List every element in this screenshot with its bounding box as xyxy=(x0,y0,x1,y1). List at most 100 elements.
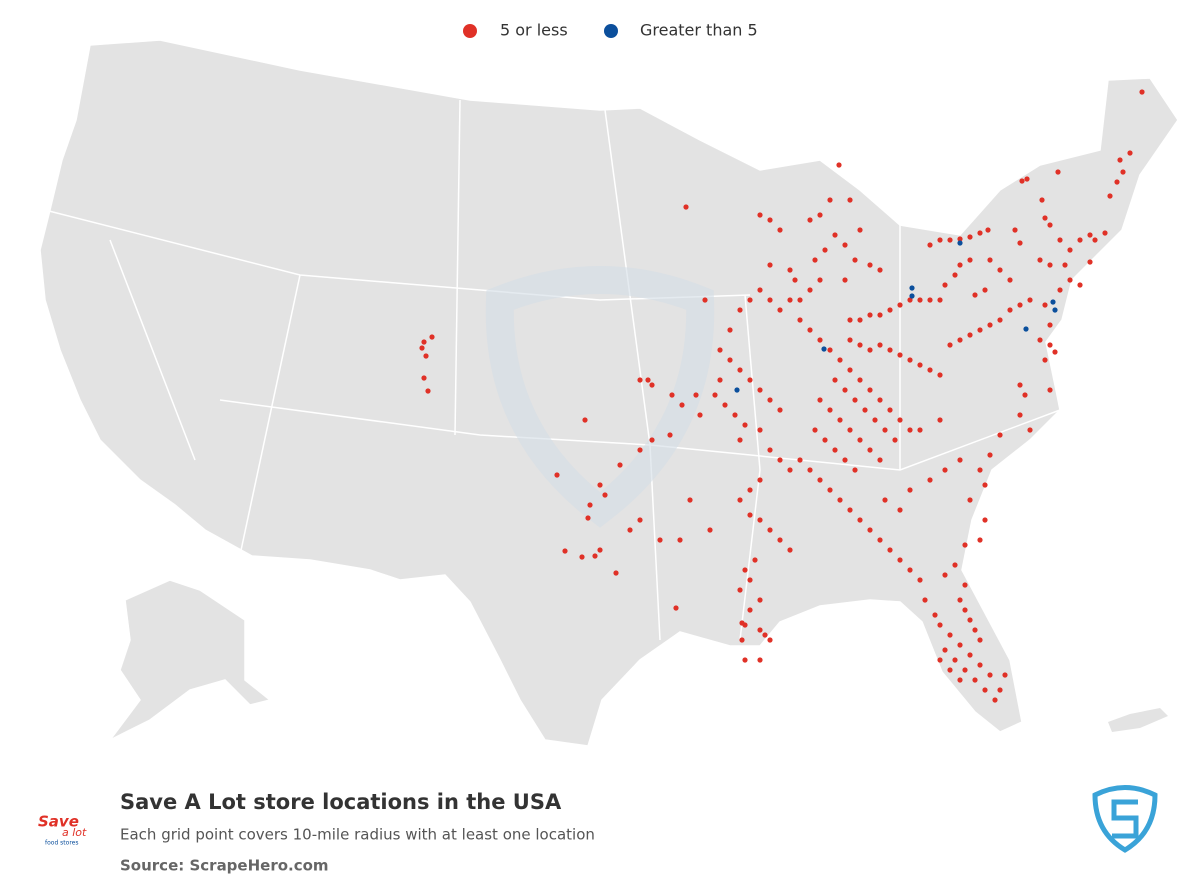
location-dot xyxy=(602,492,608,498)
location-dot xyxy=(867,312,873,318)
location-dot xyxy=(827,487,833,493)
location-dot xyxy=(877,457,883,463)
location-dot xyxy=(777,227,783,233)
location-dot xyxy=(1022,392,1028,398)
hawaii xyxy=(1108,708,1168,732)
location-dot xyxy=(867,347,873,353)
location-dot xyxy=(1047,262,1053,268)
location-dot xyxy=(917,427,923,433)
location-dot xyxy=(852,397,858,403)
location-dot xyxy=(1052,307,1058,313)
location-dot xyxy=(747,377,753,383)
location-dot xyxy=(842,387,848,393)
location-dot xyxy=(987,257,993,263)
location-dot xyxy=(1017,302,1023,308)
location-dot xyxy=(897,417,903,423)
location-dot xyxy=(767,217,773,223)
location-dot xyxy=(677,537,683,543)
location-dot xyxy=(892,437,898,443)
location-dot xyxy=(867,447,873,453)
location-dot xyxy=(742,422,748,428)
location-dot xyxy=(693,392,699,398)
location-dot xyxy=(717,377,723,383)
location-dot xyxy=(767,447,773,453)
location-dot xyxy=(657,537,663,543)
location-dot xyxy=(952,272,958,278)
location-dot xyxy=(847,427,853,433)
location-dot xyxy=(857,437,863,443)
location-dot xyxy=(937,417,943,423)
location-dot xyxy=(832,232,838,238)
location-dot xyxy=(727,327,733,333)
location-dot xyxy=(597,482,603,488)
location-dot xyxy=(972,627,978,633)
location-dot xyxy=(967,257,973,263)
location-dot xyxy=(683,204,689,210)
location-dot xyxy=(582,417,588,423)
location-dot xyxy=(1050,299,1056,305)
location-dot xyxy=(967,234,973,240)
location-dot xyxy=(737,587,743,593)
location-dot xyxy=(957,240,963,246)
location-dot xyxy=(837,357,843,363)
location-dot xyxy=(737,367,743,373)
location-dot xyxy=(867,262,873,268)
location-dot xyxy=(722,402,728,408)
location-dot xyxy=(909,293,915,299)
location-dot xyxy=(747,577,753,583)
location-dot xyxy=(942,572,948,578)
location-dot xyxy=(957,337,963,343)
location-dot xyxy=(554,472,560,478)
location-dot xyxy=(977,537,983,543)
location-dot xyxy=(842,457,848,463)
state-lines xyxy=(44,99,1061,641)
location-dot xyxy=(757,657,763,663)
location-dot xyxy=(421,339,427,345)
location-dot xyxy=(757,517,763,523)
location-dot xyxy=(817,397,823,403)
location-dot xyxy=(857,517,863,523)
location-dot xyxy=(797,317,803,323)
location-dot xyxy=(852,257,858,263)
logo-text: a lot xyxy=(62,826,87,839)
location-dot xyxy=(732,412,738,418)
location-dot xyxy=(942,282,948,288)
location-dot xyxy=(679,402,685,408)
location-dot xyxy=(592,553,598,559)
location-dot xyxy=(707,527,713,533)
location-dot xyxy=(907,297,913,303)
location-dot xyxy=(423,353,429,359)
location-dot xyxy=(1047,222,1053,228)
location-dot xyxy=(1067,277,1073,283)
location-dot xyxy=(1027,297,1033,303)
location-dot xyxy=(877,342,883,348)
location-dot xyxy=(702,297,708,303)
location-dot xyxy=(907,567,913,573)
location-dot xyxy=(957,677,963,683)
location-dot xyxy=(887,307,893,313)
location-dot xyxy=(637,447,643,453)
location-dot xyxy=(832,377,838,383)
location-dot xyxy=(927,242,933,248)
location-dot xyxy=(1047,342,1053,348)
location-dot xyxy=(747,487,753,493)
location-dot xyxy=(827,197,833,203)
legend-label: 5 or less xyxy=(500,21,568,40)
location-dot xyxy=(882,497,888,503)
location-dot xyxy=(847,197,853,203)
location-dot xyxy=(817,337,823,343)
location-dot xyxy=(857,377,863,383)
location-dot xyxy=(837,417,843,423)
location-dot xyxy=(927,297,933,303)
location-dot xyxy=(942,647,948,653)
location-dot xyxy=(562,548,568,554)
location-dot xyxy=(882,427,888,433)
location-dot xyxy=(757,627,763,633)
location-dot xyxy=(952,657,958,663)
location-dot xyxy=(673,605,679,611)
location-dot xyxy=(1012,227,1018,233)
location-dot xyxy=(837,497,843,503)
location-dot xyxy=(587,502,593,508)
location-dot xyxy=(579,554,585,560)
location-dot xyxy=(1107,193,1113,199)
